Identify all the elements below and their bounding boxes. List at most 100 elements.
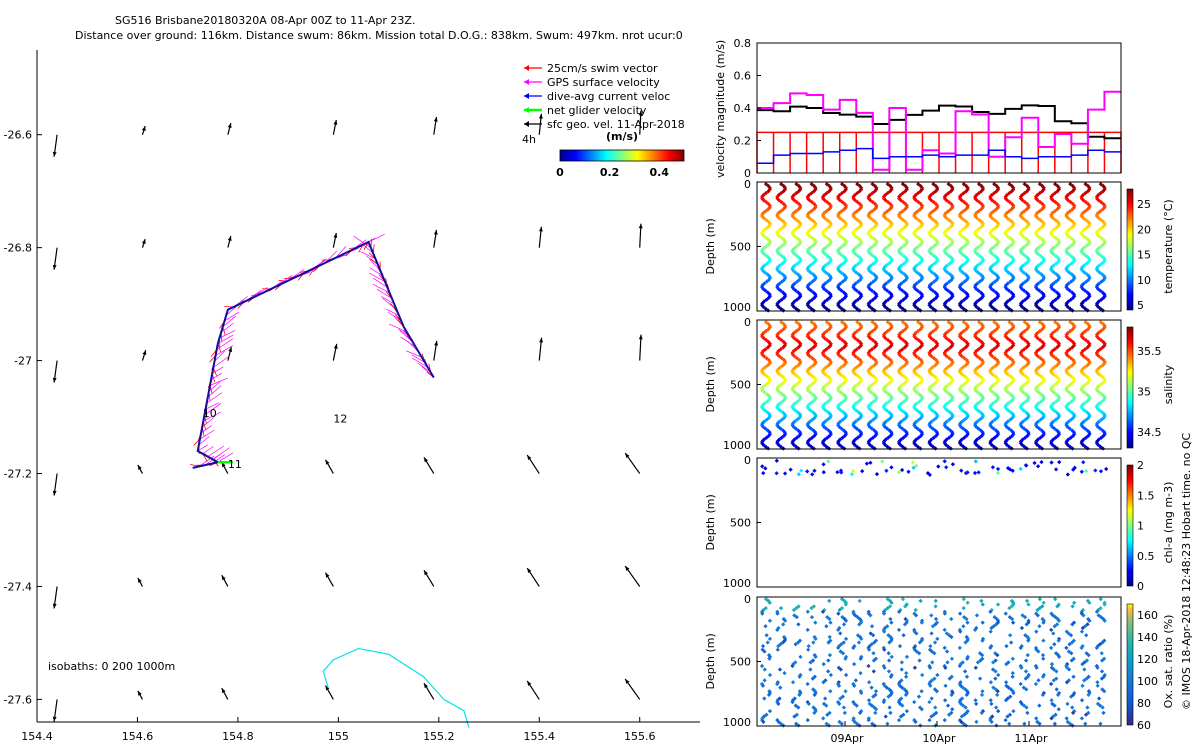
oxygen-sample-point <box>950 707 955 712</box>
oxygen-sample-point <box>1056 707 1061 712</box>
temperature-sample-point <box>886 261 891 266</box>
chla-sample-point <box>774 471 779 476</box>
map-y-tick-label: -26.8 <box>4 242 32 255</box>
speed-colorbar-tick-label: 0.4 <box>649 166 669 179</box>
oxygen-sample-point <box>824 624 829 629</box>
velocity-series-line <box>757 147 1121 164</box>
depth-tick-label: 0 <box>744 454 751 467</box>
oxygen-sample-point <box>887 705 892 710</box>
temperature-sample-point <box>841 261 846 266</box>
chla-sample-point <box>874 471 880 477</box>
chla-sample-point <box>1065 472 1070 477</box>
oxygen-sample-point <box>1025 652 1030 658</box>
day-labels: 10 11 12 <box>203 407 348 471</box>
oxygen-sample-point <box>811 640 816 645</box>
isobath-1000m-line <box>322 647 470 728</box>
oxygen-sample-point <box>1064 716 1069 721</box>
oxygen-sample-point <box>979 598 984 604</box>
oxygen-sample-point <box>1049 681 1054 687</box>
oxygen-sample-point <box>1070 604 1075 609</box>
gps-surface-velocity-vector <box>369 267 383 277</box>
oxygen-sample-point <box>777 667 783 672</box>
temperature-sample-point <box>854 270 859 275</box>
geo-velocity-arrowhead <box>227 123 232 129</box>
oxygen-sample-point <box>883 714 888 719</box>
temperature-sample-point <box>794 297 800 302</box>
velocity-series-line <box>757 90 1121 171</box>
oxygen-sample-point <box>1024 598 1030 604</box>
geo-velocity-arrowhead <box>423 570 429 576</box>
chla-sample-point <box>900 467 905 473</box>
oxygen-sample-point <box>1041 656 1046 661</box>
chla-sample-point <box>821 462 826 467</box>
chla-sample-point <box>896 470 902 475</box>
geo-velocity-arrowhead <box>52 151 57 157</box>
temperature-sample-point <box>855 297 860 302</box>
oxygen-sample-point <box>843 636 849 641</box>
map-y-ticks: -26.6 -26.8 -27 -27.2 -27.4 -27.6 <box>4 129 42 706</box>
oxygen-sample-point <box>933 598 938 604</box>
oxygen-sample-point <box>896 718 902 723</box>
oxygen-sample-point <box>928 643 933 649</box>
chla-sample-point <box>990 465 996 470</box>
oxygen-sample-point <box>760 643 766 649</box>
geo-velocity-arrowhead <box>137 577 142 583</box>
geo-velocity-arrowhead <box>638 334 643 340</box>
gps-surface-velocity-vector <box>372 283 390 294</box>
oxygen-sample-point <box>1053 596 1058 602</box>
gps-surface-velocity-vector <box>219 329 236 339</box>
geo-velocity-arrowhead <box>625 453 630 458</box>
geo-velocity-arrowhead <box>527 455 532 461</box>
gps-surface-velocity-vector <box>205 402 220 410</box>
gps-surface-velocity-vector <box>217 452 234 463</box>
gps-surface-velocity-vector <box>216 338 234 350</box>
temperature-sample-point <box>764 279 769 284</box>
temperature-sample-point <box>808 270 813 275</box>
gps-surface-velocity-vector <box>360 251 376 260</box>
oxygen-sample-point <box>933 604 938 609</box>
temperature-sample-point <box>932 279 937 284</box>
oxygen-sample-point <box>1003 718 1008 723</box>
oxygen-sample-point <box>1051 631 1056 636</box>
geo-velocity-arrowhead <box>527 568 532 573</box>
temperature-sample-point <box>899 270 905 275</box>
oxygen-sample-point <box>949 616 954 622</box>
temperature-sample-point <box>808 288 814 293</box>
oxygen-sample-point <box>912 699 917 705</box>
temperature-sample-point <box>764 297 769 302</box>
chla-sample-point <box>812 468 817 473</box>
temperature-sample-point <box>901 297 906 302</box>
chla-sample-point <box>889 465 894 470</box>
depth-tick-label: 500 <box>730 656 751 669</box>
geo-velocity-arrowhead <box>433 116 438 122</box>
oxygen-sample-point <box>949 656 955 661</box>
oxygen-sample-point <box>961 596 966 602</box>
oxygen-sample-point <box>767 672 773 678</box>
gps-surface-velocity-vector <box>210 373 222 380</box>
oxygen-sample-point <box>935 672 940 678</box>
geo-velocity-arrowhead <box>538 113 543 119</box>
geo-velocity-arrowhead <box>625 566 630 571</box>
oxygen-sample-point <box>1009 640 1014 645</box>
temperature-sample-point <box>810 279 815 284</box>
chla-sample-point <box>1081 460 1086 465</box>
oxygen-sample-point <box>995 692 1000 697</box>
geo-velocity-arrowhead <box>52 716 57 722</box>
oxygen-sample-point <box>1098 721 1103 726</box>
oxygen-sample-point <box>828 672 833 678</box>
colorbar-tick-label: 0.5 <box>1137 550 1155 563</box>
oxygen-sample-point <box>1041 638 1046 643</box>
oxygen-sample-point <box>944 649 950 654</box>
chla-sample-point <box>868 460 873 465</box>
oxygen-sample-point <box>873 689 879 694</box>
temperature-sample-point <box>901 261 907 266</box>
temperature-sample-point <box>809 297 815 302</box>
oxygen-sample-point <box>827 634 832 640</box>
map-x-ticks: 154.4 154.6 154.8 155 155.2 155.4 155.6 <box>21 717 655 743</box>
oxygen-sample-point <box>912 665 918 670</box>
legend-label: sfc geo. vel. 11-Apr-2018 <box>547 118 685 131</box>
map-x-tick-label: 155.4 <box>524 730 556 743</box>
oxygen-sample-point <box>980 689 985 694</box>
oxygen-sample-point <box>932 640 938 645</box>
